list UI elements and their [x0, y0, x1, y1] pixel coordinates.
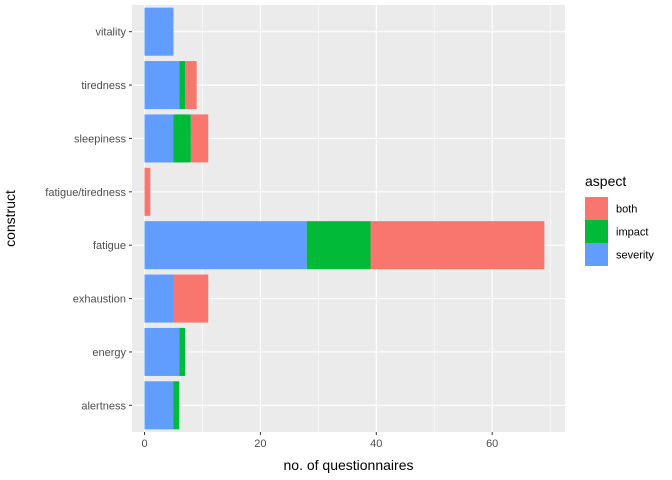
bar-severity [144, 114, 174, 163]
legend-label-both: both [616, 204, 637, 216]
y-axis-title: construct [2, 190, 18, 247]
y-tick-label: energy [92, 347, 126, 359]
y-tick-label: tiredness [81, 80, 126, 92]
bar-severity [144, 7, 174, 56]
y-tick-label: exhaustion [73, 294, 126, 306]
x-tick-label: 0 [141, 438, 147, 450]
y-tick-label: fatigue/tiredness [45, 187, 126, 199]
bar-both [144, 167, 151, 216]
legend-key-both [585, 197, 608, 220]
bar-severity [144, 221, 307, 270]
y-tick-label: alertness [81, 400, 126, 412]
bar-impact [173, 114, 191, 163]
bar-both [370, 221, 545, 270]
legend-key-severity [585, 243, 608, 266]
y-tick-label: fatigue [93, 240, 126, 252]
plot-panel [132, 5, 565, 432]
minor-gridlines [202, 5, 551, 432]
x-tick-label: 60 [486, 438, 498, 450]
x-tick-label: 20 [254, 438, 266, 450]
bar-impact [173, 381, 180, 430]
x-axis-title: no. of questionnaires [284, 457, 414, 473]
y-tick-label: sleepiness [74, 133, 126, 145]
legend-title: aspect [585, 173, 626, 189]
bars [144, 7, 545, 430]
bar-severity [144, 274, 174, 323]
x-tick-label: 40 [370, 438, 382, 450]
bar-impact [306, 221, 371, 270]
bar-both [185, 61, 197, 110]
legend-label-impact: impact [616, 227, 648, 239]
bar-severity [144, 61, 180, 110]
bar-both [190, 114, 209, 163]
legend-key-impact [585, 220, 608, 243]
x-axis: 0 20 40 60 [141, 432, 498, 450]
bar-both [173, 274, 209, 323]
legend-label-severity: severity [616, 250, 654, 262]
y-axis: vitality tiredness sleepiness fatigue/tired… [45, 27, 132, 412]
legend: aspect both impact severity [585, 173, 654, 266]
bar-severity [144, 381, 174, 430]
bar-impact [179, 61, 186, 110]
bar-severity [144, 327, 180, 376]
y-tick-label: vitality [95, 27, 126, 39]
bar-impact [179, 327, 186, 376]
legend-items: both impact severity [585, 197, 654, 266]
